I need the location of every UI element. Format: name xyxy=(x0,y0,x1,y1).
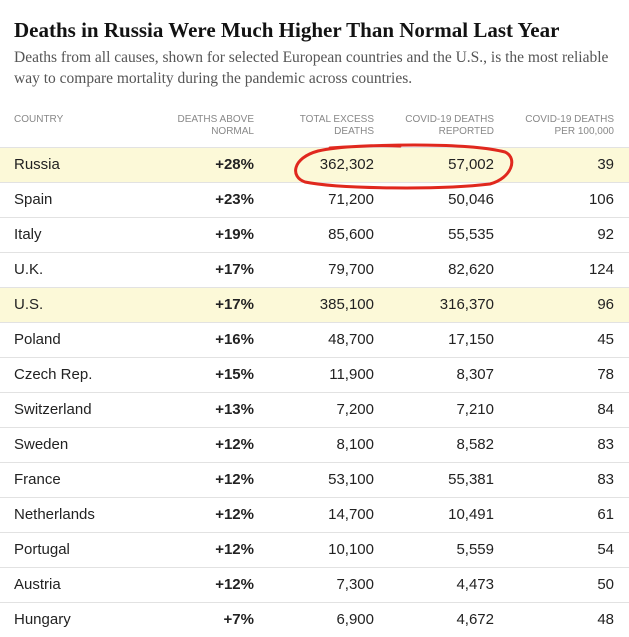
table-cell: 53,100 xyxy=(328,471,374,488)
column-header: COVID-19 DEATHS PER 100,000 xyxy=(525,114,614,137)
table-cell: 54 xyxy=(597,541,614,558)
column-header: DEATHS ABOVE NORMAL xyxy=(177,114,254,137)
table-row: Italy +19% 85,600 55,535 92 xyxy=(0,217,629,252)
table-cell: 8,307 xyxy=(456,366,494,383)
table-cell: 50,046 xyxy=(448,191,494,208)
table-row: U.S. +17% 385,100 316,370 96 xyxy=(0,287,629,322)
table-cell: +23% xyxy=(215,191,254,208)
table-cell: 8,582 xyxy=(456,436,494,453)
table-cell: 57,002 xyxy=(448,156,494,173)
table-cell: +15% xyxy=(215,366,254,383)
table-cell: 50 xyxy=(597,576,614,593)
table-cell: 316,370 xyxy=(439,296,494,313)
table-cell: 85,600 xyxy=(328,226,374,243)
table-row: Hungary +7% 6,900 4,672 48 xyxy=(0,602,629,637)
table-cell: 10,100 xyxy=(328,541,374,558)
table-cell: 83 xyxy=(597,436,614,453)
table-cell: Czech Rep. xyxy=(14,366,93,383)
table-row: Czech Rep. +15% 11,900 8,307 78 xyxy=(0,357,629,392)
table-cell: 82,620 xyxy=(448,261,494,278)
table-row: Netherlands +12% 14,700 10,491 61 xyxy=(0,497,629,532)
table-row: Sweden +12% 8,100 8,582 83 xyxy=(0,427,629,462)
table-cell: 7,200 xyxy=(336,401,374,418)
table-cell: Russia xyxy=(14,156,60,173)
table-row: Poland +16% 48,700 17,150 45 xyxy=(0,322,629,357)
table-cell: 8,100 xyxy=(336,436,374,453)
table-cell: +12% xyxy=(215,541,254,558)
column-header: TOTAL EXCESS DEATHS xyxy=(299,114,374,137)
table-cell: 5,559 xyxy=(456,541,494,558)
table-row: France +12% 53,100 55,381 83 xyxy=(0,462,629,497)
title: Deaths in Russia Were Much Higher Than N… xyxy=(14,18,560,42)
table-cell: +7% xyxy=(223,611,254,628)
table-cell: 92 xyxy=(597,226,614,243)
table-row: Austria +12% 7,300 4,473 50 xyxy=(0,567,629,602)
table-cell: 7,210 xyxy=(456,401,494,418)
subtitle: Deaths from all causes, shown for select… xyxy=(14,49,609,87)
table-cell: Switzerland xyxy=(14,401,92,418)
table-cell: 61 xyxy=(597,506,614,523)
table-cell: Hungary xyxy=(14,611,71,628)
table-cell: Sweden xyxy=(14,436,69,453)
table-cell: 45 xyxy=(597,331,614,348)
table-cell: +17% xyxy=(215,261,254,278)
table-cell: U.S. xyxy=(14,296,44,313)
table-cell: 55,381 xyxy=(448,471,494,488)
table-row: Russia +28% 362,302 57,002 39 xyxy=(0,147,629,182)
table-cell: 96 xyxy=(597,296,614,313)
table-cell: +13% xyxy=(215,401,254,418)
table-cell: 83 xyxy=(597,471,614,488)
column-header: COUNTRY xyxy=(14,114,64,125)
table-cell: 48,700 xyxy=(328,331,374,348)
table-cell: 48 xyxy=(597,611,614,628)
table-cell: 7,300 xyxy=(336,576,374,593)
table-cell: 124 xyxy=(588,261,614,278)
table-cell: 4,672 xyxy=(456,611,494,628)
table-cell: Spain xyxy=(14,191,53,208)
table-cell: 106 xyxy=(588,191,614,208)
table-row: Spain +23% 71,200 50,046 106 xyxy=(0,182,629,217)
column-header: COVID-19 DEATHS REPORTED xyxy=(405,114,494,137)
table-cell: 14,700 xyxy=(328,506,374,523)
table-cell: +12% xyxy=(215,576,254,593)
table-cell: 71,200 xyxy=(328,191,374,208)
table-cell: 39 xyxy=(597,156,614,173)
table-cell: 55,535 xyxy=(448,226,494,243)
table-cell: U.K. xyxy=(14,261,44,278)
table-cell: +19% xyxy=(215,226,254,243)
table-cell: 4,473 xyxy=(456,576,494,593)
table-cell: 385,100 xyxy=(319,296,374,313)
table-cell: Austria xyxy=(14,576,61,593)
table-row: Switzerland +13% 7,200 7,210 84 xyxy=(0,392,629,427)
table-cell: +12% xyxy=(215,471,254,488)
table-row: Portugal +12% 10,100 5,559 54 xyxy=(0,532,629,567)
table-cell: +28% xyxy=(215,156,254,173)
table-cell: 84 xyxy=(597,401,614,418)
table-row: U.K. +17% 79,700 82,620 124 xyxy=(0,252,629,287)
table-cell: +16% xyxy=(215,331,254,348)
table-cell: Italy xyxy=(14,226,42,243)
table-cell: Portugal xyxy=(14,541,70,558)
table-cell: +12% xyxy=(215,506,254,523)
table-cell: Netherlands xyxy=(14,506,95,523)
table-cell: 11,900 xyxy=(329,366,374,383)
table-cell: 362,302 xyxy=(319,156,374,173)
table-cell: 10,491 xyxy=(448,506,494,523)
table-cell: 79,700 xyxy=(328,261,374,278)
table-cell: +12% xyxy=(215,436,254,453)
table-cell: 17,150 xyxy=(448,331,494,348)
table-cell: +17% xyxy=(215,296,254,313)
table-cell: 6,900 xyxy=(336,611,374,628)
table-cell: Poland xyxy=(14,331,61,348)
table-cell: France xyxy=(14,471,61,488)
table-cell: 78 xyxy=(597,366,614,383)
